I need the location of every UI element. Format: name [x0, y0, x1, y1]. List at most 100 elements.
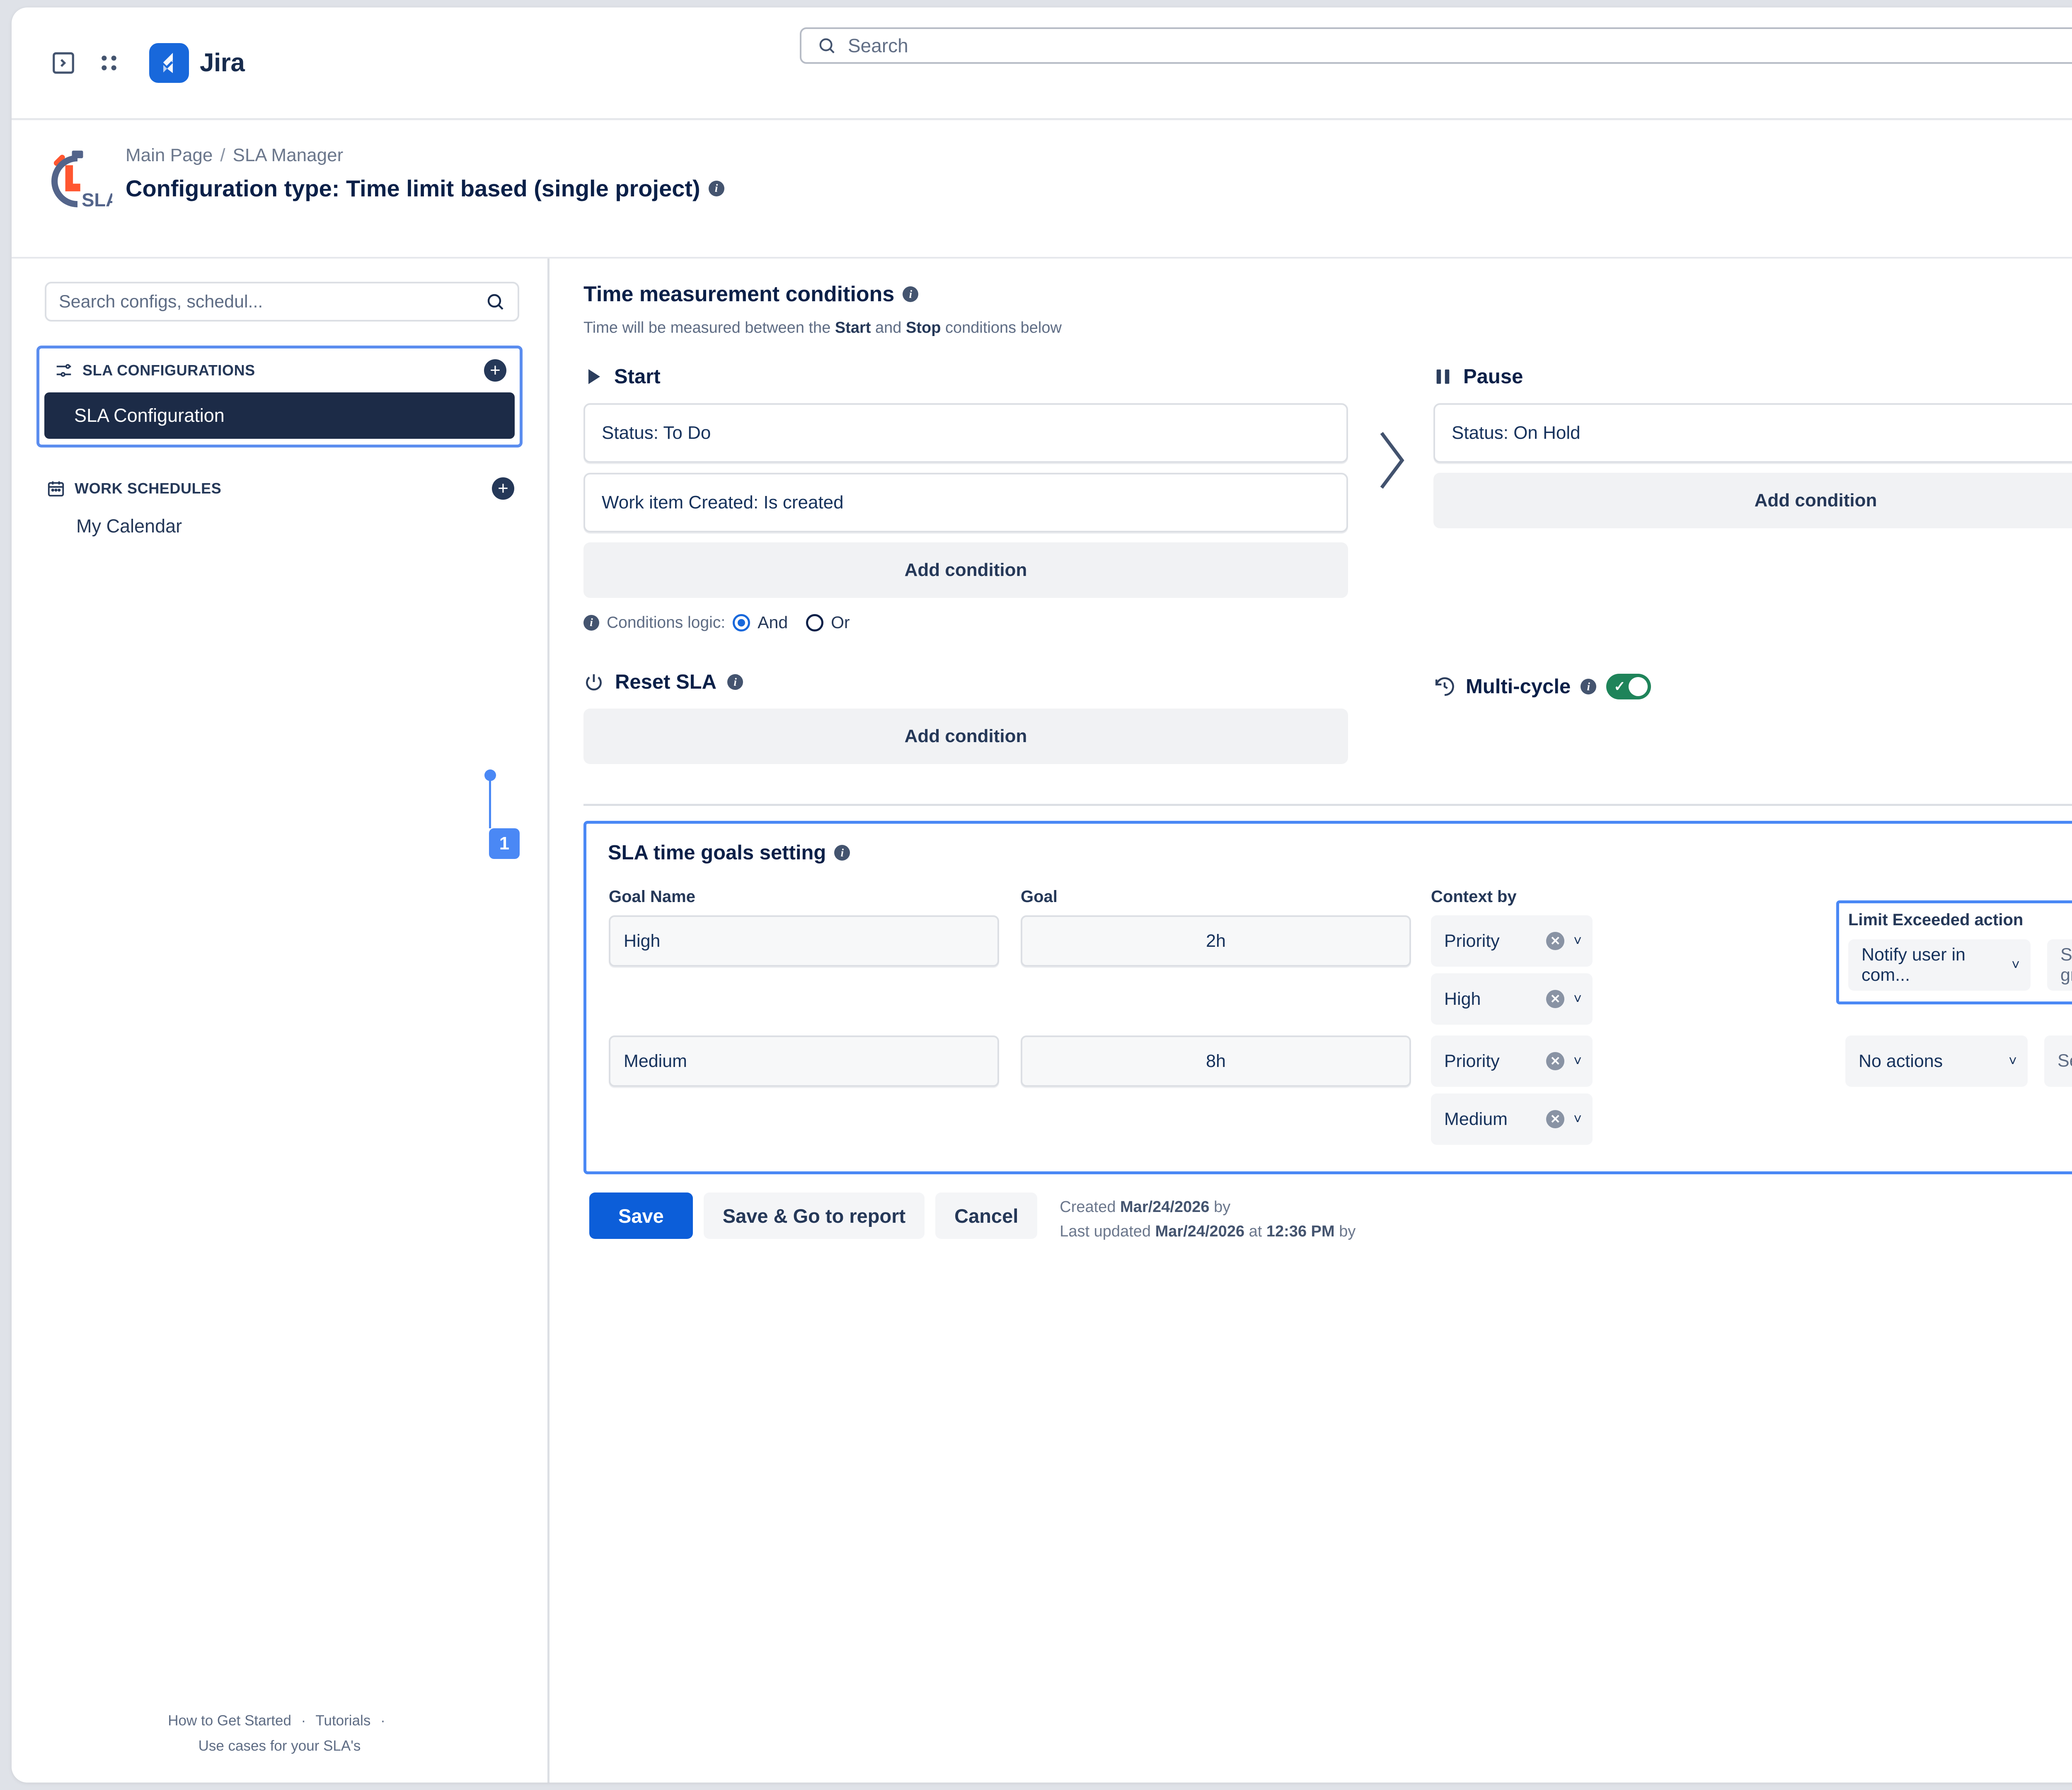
reset-multicycle-row: Reset SLA i Add condition Multi-cycle i … — [583, 670, 2072, 764]
add-sla-configuration-button[interactable]: + — [484, 359, 506, 382]
tutorials-link[interactable]: Tutorials — [315, 1712, 371, 1729]
sidebar-section-label: SLA CONFIGURATIONS — [82, 362, 255, 379]
use-cases-link[interactable]: Use cases for your SLA's — [198, 1737, 361, 1754]
sla-time-goals-heading-text: SLA time goals setting — [608, 842, 826, 864]
reset-sla-header: Reset SLA i — [583, 670, 1348, 694]
main-content: Time measurement conditions i Time will … — [549, 259, 2072, 1783]
goal-row-2: Medium 8h Priority ✕ ˅ Me — [602, 1035, 2072, 1145]
page-title: Configuration type: Time limit based (si… — [126, 175, 724, 202]
radio-or[interactable] — [806, 614, 824, 631]
limit-exceeded-action-select-2[interactable]: No actions ˅ — [1845, 1035, 2028, 1087]
sidebar-search-input[interactable] — [59, 291, 485, 312]
limit-exceeded-target-select-2[interactable]: Select action ˅ — [2044, 1035, 2072, 1087]
sla-configurations-highlight: SLA CONFIGURATIONS + SLA Configuration — [36, 346, 523, 448]
context-by-select-2-primary[interactable]: Priority ✕ ˅ — [1431, 1035, 1593, 1087]
breadcrumb-main-page[interactable]: Main Page — [126, 145, 213, 165]
clear-icon[interactable]: ✕ — [1546, 1052, 1565, 1070]
body-split: SLA CONFIGURATIONS + SLA Configuration W… — [12, 257, 2072, 1783]
add-work-schedule-button[interactable]: + — [492, 477, 514, 500]
pause-add-condition-button[interactable]: Add condition — [1433, 473, 2072, 528]
sliders-icon — [56, 364, 71, 377]
start-condition-2[interactable]: Work item Created: Is created — [583, 473, 1348, 532]
header-goal: Goal — [1021, 888, 1058, 906]
breadcrumb: Main Page / SLA Manager — [126, 145, 724, 166]
breadcrumb-sla-manager[interactable]: SLA Manager — [232, 145, 344, 165]
section-divider — [583, 804, 2072, 806]
updated-suffix: by — [1334, 1222, 1356, 1240]
sidebar-footer: How to Get Started · Tutorials · Use cas… — [12, 1708, 547, 1759]
goal-name-input-1[interactable]: High — [609, 915, 999, 967]
app-window: Jira + Create Premium trial — [12, 7, 2072, 1783]
start-column: Start Status: To Do Work item Created: I… — [583, 365, 1348, 632]
clear-icon[interactable]: ✕ — [1546, 990, 1565, 1008]
search-input[interactable] — [848, 34, 2072, 57]
save-button[interactable]: Save — [589, 1193, 693, 1239]
conditions-grid: Start Status: To Do Work item Created: I… — [583, 365, 2072, 632]
check-icon: ✓ — [1614, 679, 1626, 694]
created-date: Mar/24/2026 — [1120, 1198, 1210, 1216]
reset-sla-title: Reset SLA — [615, 671, 717, 693]
time-measurement-subtitle: Time will be measured between the Start … — [583, 319, 2072, 337]
chevron-down-icon: ˅ — [1573, 933, 1582, 949]
multicycle-group: Multi-cycle i ✓ — [1433, 670, 1651, 699]
time-measurement-heading: Time measurement conditions i — [583, 282, 2072, 307]
info-icon-multicycle[interactable]: i — [1581, 679, 1597, 694]
sidebar-item-sla-configuration[interactable]: SLA Configuration — [44, 392, 515, 439]
context-by-value: Priority — [1444, 1051, 1500, 1071]
created-prefix: Created — [1060, 1198, 1121, 1216]
limit-exceeded-action-select-1[interactable]: Notify user in com... ˅ — [1848, 939, 2031, 991]
context-by-select-2-secondary[interactable]: Medium ✕ ˅ — [1431, 1093, 1593, 1145]
sidebar-item-my-calendar[interactable]: My Calendar — [76, 515, 182, 537]
context-by-value-secondary: High — [1444, 989, 1481, 1009]
pause-column-header: Pause — [1433, 365, 2072, 388]
created-suffix: by — [1209, 1198, 1231, 1216]
updated-time: 12:36 PM — [1266, 1222, 1335, 1240]
goal-name-input-2[interactable]: Medium — [609, 1035, 999, 1087]
subtitle-suffix: conditions below — [941, 319, 1062, 336]
multicycle-toggle[interactable]: ✓ — [1606, 674, 1651, 699]
app-switcher-icon[interactable] — [86, 40, 132, 86]
top-navigation-bar: Jira + Create Premium trial — [12, 7, 2072, 120]
reset-sla-add-condition-button[interactable]: Add condition — [583, 709, 1348, 764]
goal-value-input-2[interactable]: 8h — [1021, 1035, 1411, 1087]
chevron-down-icon: ˅ — [1573, 991, 1582, 1007]
info-icon-conditions-logic[interactable]: i — [583, 614, 599, 631]
how-to-get-started-link[interactable]: How to Get Started — [168, 1712, 291, 1729]
start-add-condition-button[interactable]: Add condition — [583, 542, 1348, 598]
page-title-text: Configuration type: Time limit based (si… — [126, 175, 700, 201]
info-icon-time-measurement[interactable]: i — [903, 286, 919, 302]
pause-column: Pause Status: On Hold Add condition — [1433, 365, 2072, 528]
clear-icon[interactable]: ✕ — [1546, 932, 1565, 950]
jira-brand[interactable]: Jira — [149, 43, 245, 83]
start-column-header: Start — [583, 365, 1348, 388]
updated-mid: at — [1244, 1222, 1266, 1240]
multicycle-title: Multi-cycle — [1466, 675, 1571, 698]
context-by-value-secondary: Medium — [1444, 1109, 1508, 1129]
context-by-select-1-primary[interactable]: Priority ✕ ˅ — [1431, 915, 1593, 967]
info-icon-sla-time-goals[interactable]: i — [834, 845, 850, 861]
work-schedules-header: WORK SCHEDULES + — [36, 473, 523, 504]
sidebar-search[interactable] — [45, 282, 519, 322]
sidebar-expand-icon[interactable] — [41, 40, 86, 86]
info-icon-reset-sla[interactable]: i — [727, 674, 743, 690]
search-icon — [819, 38, 835, 53]
toggle-knob — [1629, 677, 1648, 696]
info-icon-page-title[interactable]: i — [708, 180, 724, 196]
start-condition-1[interactable]: Status: To Do — [583, 403, 1348, 463]
jira-logo-icon — [149, 43, 189, 83]
pause-condition-1[interactable]: Status: On Hold — [1433, 403, 2072, 463]
goal-value-input-1[interactable]: 2h — [1021, 915, 1411, 967]
subtitle-start: Start — [835, 319, 871, 336]
context-by-select-1-secondary[interactable]: High ✕ ˅ — [1431, 973, 1593, 1025]
footer-separator: · — [301, 1712, 306, 1729]
time-measurement-heading-text: Time measurement conditions — [583, 282, 895, 306]
start-title: Start — [614, 365, 661, 388]
cancel-button[interactable]: Cancel — [935, 1193, 1038, 1239]
form-footer: Save Save & Go to report Cancel Created … — [583, 1193, 2072, 1244]
radio-and[interactable] — [733, 614, 750, 631]
updated-line: Last updated Mar/24/2026 at 12:36 PM by — [1060, 1219, 1356, 1244]
limit-exceeded-target-select-1[interactable]: Select users or groups ˅ — [2047, 939, 2072, 991]
clear-icon[interactable]: ✕ — [1546, 1110, 1565, 1128]
save-and-go-to-report-button[interactable]: Save & Go to report — [703, 1193, 925, 1239]
global-search[interactable] — [800, 27, 2072, 64]
